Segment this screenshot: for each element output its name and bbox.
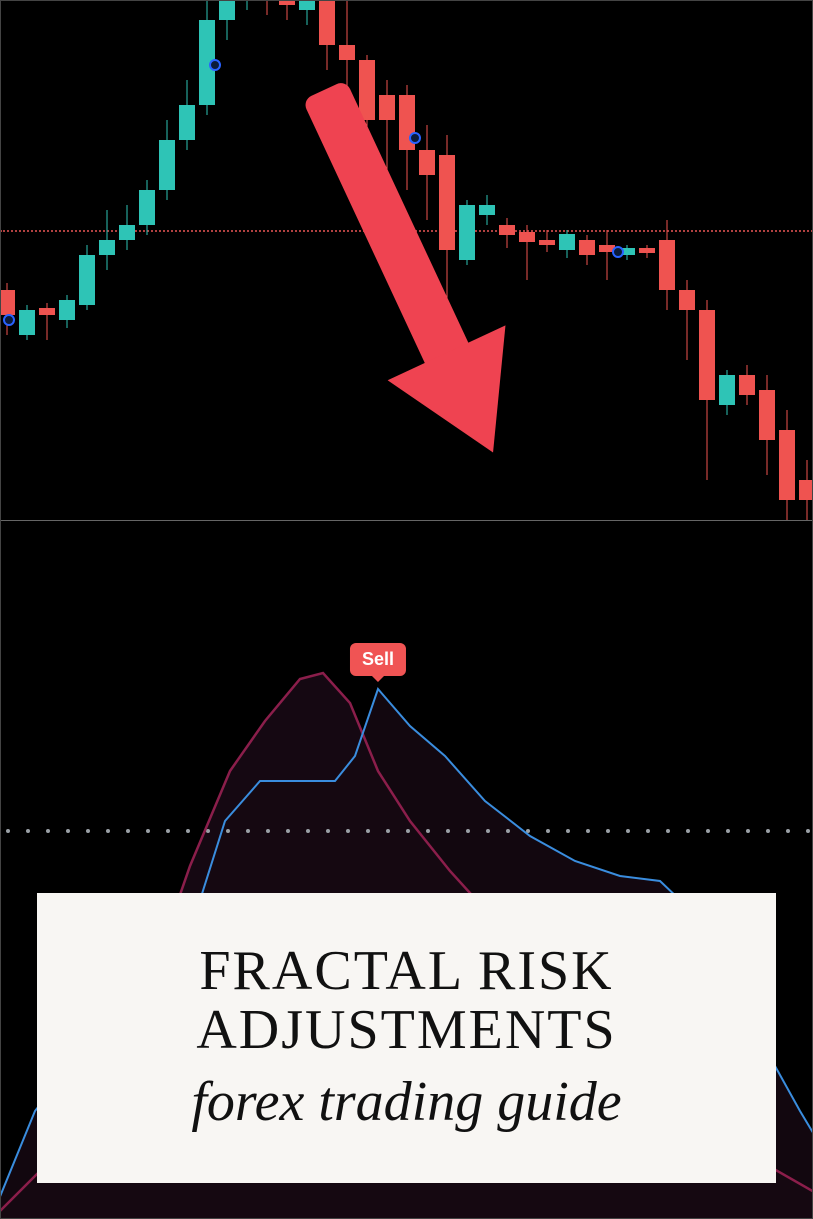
indicator-panel: Sell Buy FRACTAL RISK ADJUSTMENTS forex …	[0, 521, 813, 1219]
title-card: FRACTAL RISK ADJUSTMENTS forex trading g…	[37, 893, 776, 1183]
sell-label: Sell	[362, 649, 394, 669]
candlestick-panel	[0, 0, 813, 520]
subtitle: forex trading guide	[191, 1070, 621, 1134]
title-line-2: ADJUSTMENTS	[196, 1001, 616, 1060]
sell-signal-tag: Sell	[350, 643, 406, 676]
title-line-1: FRACTAL RISK	[199, 942, 613, 1001]
